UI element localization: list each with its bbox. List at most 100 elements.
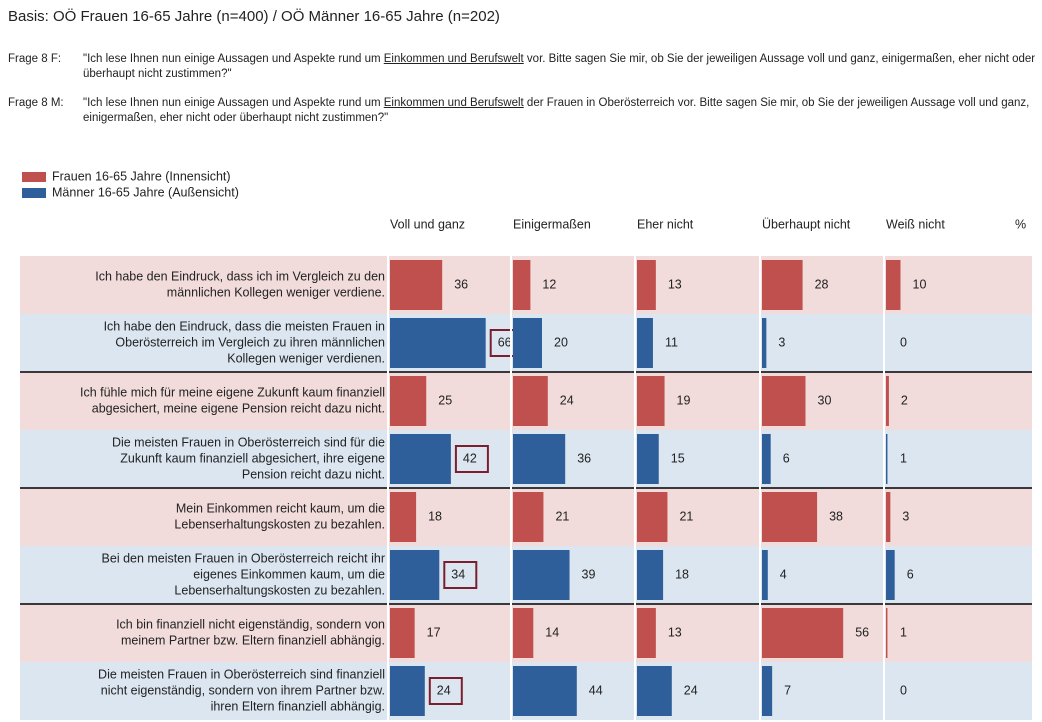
bar [513, 260, 531, 310]
value-label: 7 [784, 683, 791, 697]
question: Frage 8 M: "Ich lese Ihnen nun einige Au… [8, 96, 1038, 126]
bar [637, 434, 659, 484]
value-label: 17 [427, 625, 441, 639]
question-text: "Ich lese Ihnen nun einige Aussagen und … [83, 52, 1038, 82]
statement: Ich bin finanziell nicht eigenständig, s… [116, 617, 385, 631]
bar [762, 376, 806, 426]
basis: Basis: OÖ Frauen 16-65 Jahre (n=400) / O… [8, 8, 500, 25]
column-header: Voll und ganz [390, 217, 465, 231]
question-text: "Ich lese Ihnen nun einige Aussagen und … [83, 96, 1038, 126]
statement: nicht eigenständig, sondern von ihrem Pa… [101, 683, 385, 697]
statement: Lebenserhaltungskosten zu bezahlen. [174, 517, 385, 531]
value-label: 6 [783, 451, 790, 465]
bar [886, 434, 888, 484]
value-label: 10 [913, 277, 927, 291]
value-label: 11 [665, 335, 678, 349]
highlight-box [454, 445, 489, 473]
bar [637, 376, 665, 426]
bar [637, 550, 664, 600]
value-label: 44 [589, 683, 603, 697]
bar [513, 608, 534, 658]
legend-swatch [22, 188, 46, 198]
statement: Pension reicht dazu nicht. [242, 467, 385, 481]
bar [762, 550, 768, 600]
value-label: 36 [577, 451, 591, 465]
text: "Ich lese Ihnen nun einige Aussagen und … [83, 97, 384, 109]
value-label: 24 [560, 393, 574, 407]
bar [513, 376, 548, 426]
value-label: 13 [668, 625, 682, 639]
value-label: 13 [668, 277, 682, 291]
highlight-box [443, 561, 478, 589]
value-label: 36 [454, 277, 468, 291]
statement: Oberösterreich im Vergleich zu ihren män… [115, 335, 385, 349]
bar [390, 260, 443, 310]
value-label: 12 [542, 277, 556, 291]
value-label: 14 [545, 625, 559, 639]
bar [390, 434, 451, 484]
highlight-box [428, 677, 463, 705]
value-label: 24 [437, 683, 451, 697]
statement: Kollegen weniger verdienen. [227, 351, 385, 365]
question-label: Frage 8 M: [8, 97, 64, 109]
legend-label: Männer 16-65 Jahre (Außensicht) [52, 185, 239, 199]
question-label: Frage 8 F: [8, 53, 62, 65]
bar [762, 434, 771, 484]
value-label: 56 [855, 625, 869, 639]
statement: Ich habe den Eindruck, dass ich im Vergl… [95, 269, 385, 283]
statement: abgesichert, meine eigene Pension reicht… [92, 401, 385, 415]
bar [390, 666, 425, 716]
bar [513, 318, 542, 368]
text: vor. Bitte sagen Sie mir, ob Sie der jew… [83, 53, 1036, 80]
value-label: 30 [818, 393, 832, 407]
bar [637, 318, 653, 368]
value-label: 21 [555, 509, 569, 523]
statement: Ich fühle mich für meine eigene Zukunft … [80, 385, 385, 399]
bar [762, 492, 818, 542]
bar [886, 550, 895, 600]
value-label: 38 [829, 509, 843, 523]
bar [513, 434, 566, 484]
bar [513, 550, 570, 600]
value-label: 1 [900, 625, 907, 639]
value-label: 18 [675, 567, 689, 581]
value-label: 21 [679, 509, 693, 523]
statement: Die meisten Frauen in Oberösterreich sin… [98, 667, 385, 681]
value-label: 39 [582, 567, 596, 581]
legend-swatch [22, 172, 46, 182]
value-label: 25 [438, 393, 452, 407]
bar [637, 608, 656, 658]
value-label: 66 [498, 335, 512, 349]
column-header: Weiß nicht [886, 217, 945, 231]
value-label: 19 [677, 393, 691, 407]
bar [637, 492, 668, 542]
bar [637, 666, 672, 716]
bar [390, 376, 427, 426]
bar [390, 550, 440, 600]
bar [762, 318, 767, 368]
value-label: 0 [900, 683, 907, 697]
bar [886, 260, 901, 310]
value-label: 18 [428, 509, 442, 523]
text: der Frauen in Oberösterreich vor. Bitte … [83, 97, 1030, 124]
bar [762, 666, 773, 716]
column-header: Überhaupt nicht [762, 217, 851, 231]
statement: Mein Einkommen reicht kaum, um die [176, 501, 385, 515]
bar [390, 608, 415, 658]
bar [886, 376, 889, 426]
value-label: 20 [554, 335, 568, 349]
bar [886, 492, 891, 542]
bar [762, 260, 803, 310]
statement: männlichen Kollegen weniger verdiene. [167, 285, 385, 299]
bar [513, 492, 544, 542]
bar [637, 260, 656, 310]
value-label: 34 [451, 567, 465, 581]
value-label: 15 [671, 451, 685, 465]
bar [762, 608, 844, 658]
value-label: 28 [815, 277, 829, 291]
value-label: 4 [780, 567, 787, 581]
value-label: 42 [463, 451, 477, 465]
statement: Die meisten Frauen in Oberösterreich sin… [112, 435, 385, 449]
